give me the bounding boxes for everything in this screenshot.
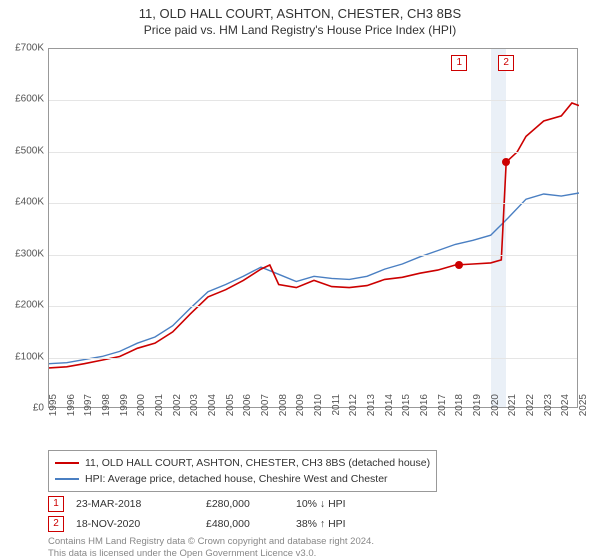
x-axis-label: 2000: [136, 394, 147, 424]
x-axis-label: 2012: [348, 394, 359, 424]
txn-delta: 10% ↓ HPI: [296, 498, 406, 510]
transaction-row: 1 23-MAR-2018 £280,000 10% ↓ HPI: [48, 494, 406, 514]
txn-price: £280,000: [206, 498, 296, 510]
line-hpi: [49, 193, 579, 364]
x-axis-label: 2025: [578, 394, 589, 424]
y-axis-label: £300K: [0, 248, 44, 259]
x-axis-label: 2009: [295, 394, 306, 424]
chart-svg: [49, 49, 579, 409]
legend-row: HPI: Average price, detached house, Ches…: [55, 471, 430, 487]
transaction-rows: 1 23-MAR-2018 £280,000 10% ↓ HPI 2 18-NO…: [48, 494, 406, 534]
txn-delta: 38% ↑ HPI: [296, 518, 406, 530]
x-axis-label: 2003: [189, 394, 200, 424]
legend-swatch-blue: [55, 478, 79, 480]
marker-badge: 1: [48, 496, 64, 512]
y-axis-label: £700K: [0, 43, 44, 54]
gridline-h: [49, 306, 577, 307]
gridline-h: [49, 255, 577, 256]
chart-marker-dot: [502, 158, 510, 166]
title-subtitle: Price paid vs. HM Land Registry's House …: [0, 23, 600, 37]
x-axis-label: 2020: [490, 394, 501, 424]
x-axis-label: 1998: [101, 394, 112, 424]
x-axis-label: 2018: [454, 394, 465, 424]
x-axis-label: 2010: [313, 394, 324, 424]
gridline-h: [49, 100, 577, 101]
x-axis-label: 2019: [472, 394, 483, 424]
y-axis-label: £200K: [0, 300, 44, 311]
x-axis-label: 2016: [419, 394, 430, 424]
x-axis-label: 2007: [260, 394, 271, 424]
y-axis-label: £100K: [0, 351, 44, 362]
gridline-h: [49, 152, 577, 153]
footer-line1: Contains HM Land Registry data © Crown c…: [48, 536, 374, 548]
txn-date: 18-NOV-2020: [76, 518, 206, 530]
marker-badge: 2: [48, 516, 64, 532]
x-axis-label: 1995: [48, 394, 59, 424]
x-axis-label: 2022: [525, 394, 536, 424]
y-axis-label: £0: [0, 403, 44, 414]
x-axis-label: 1996: [66, 394, 77, 424]
legend-swatch-red: [55, 462, 79, 464]
chart-marker-badge: 2: [498, 55, 514, 71]
x-axis-label: 2024: [560, 394, 571, 424]
chart-marker-dot: [455, 261, 463, 269]
legend-box: 11, OLD HALL COURT, ASHTON, CHESTER, CH3…: [48, 450, 437, 492]
title-address: 11, OLD HALL COURT, ASHTON, CHESTER, CH3…: [0, 6, 600, 21]
y-axis-label: £600K: [0, 94, 44, 105]
footer-attribution: Contains HM Land Registry data © Crown c…: [48, 536, 374, 560]
y-axis-label: £500K: [0, 145, 44, 156]
line-property: [49, 103, 579, 368]
legend-text-blue: HPI: Average price, detached house, Ches…: [85, 471, 388, 487]
footer-line2: This data is licensed under the Open Gov…: [48, 548, 374, 560]
x-axis-label: 2001: [154, 394, 165, 424]
x-axis-label: 1999: [119, 394, 130, 424]
x-axis-label: 2008: [278, 394, 289, 424]
x-axis-label: 2023: [543, 394, 554, 424]
gridline-h: [49, 358, 577, 359]
txn-date: 23-MAR-2018: [76, 498, 206, 510]
x-axis-label: 2002: [172, 394, 183, 424]
legend-row: 11, OLD HALL COURT, ASHTON, CHESTER, CH3…: [55, 455, 430, 471]
x-axis-label: 2004: [207, 394, 218, 424]
gridline-h: [49, 203, 577, 204]
x-axis-label: 2015: [401, 394, 412, 424]
plot-area: 12: [48, 48, 578, 408]
y-axis-label: £400K: [0, 197, 44, 208]
transaction-row: 2 18-NOV-2020 £480,000 38% ↑ HPI: [48, 514, 406, 534]
title-block: 11, OLD HALL COURT, ASHTON, CHESTER, CH3…: [0, 0, 600, 37]
chart-container: 11, OLD HALL COURT, ASHTON, CHESTER, CH3…: [0, 0, 600, 560]
x-axis-label: 2013: [366, 394, 377, 424]
legend-text-red: 11, OLD HALL COURT, ASHTON, CHESTER, CH3…: [85, 455, 430, 471]
txn-price: £480,000: [206, 518, 296, 530]
chart-area: 12 £0£100K£200K£300K£400K£500K£600K£700K…: [48, 48, 578, 408]
x-axis-label: 2011: [331, 394, 342, 424]
x-axis-label: 2014: [384, 394, 395, 424]
chart-marker-badge: 1: [451, 55, 467, 71]
x-axis-label: 2006: [242, 394, 253, 424]
x-axis-label: 2021: [507, 394, 518, 424]
x-axis-label: 2017: [437, 394, 448, 424]
x-axis-label: 2005: [225, 394, 236, 424]
x-axis-label: 1997: [83, 394, 94, 424]
